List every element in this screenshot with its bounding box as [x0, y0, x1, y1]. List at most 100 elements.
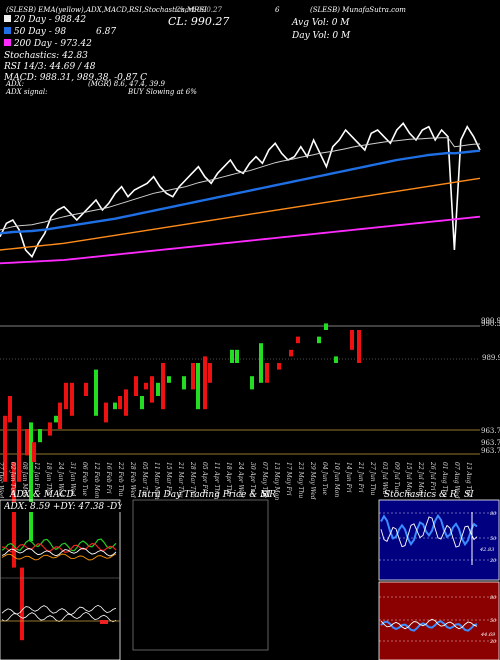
rsi-level-20: 20 — [489, 639, 497, 645]
x-axis-dates: 27 Dec Wed 02 Jan Tue 08 Jan Mon 12 Jan Fri… — [0, 462, 500, 500]
x-tick-label: 29 May Wed — [309, 462, 316, 500]
candle-6 — [29, 422, 33, 542]
stoch-tag: 42.83 — [479, 547, 494, 553]
price-label-low3: 963.75 — [481, 447, 500, 455]
rsi-level-50: 50 — [490, 618, 497, 624]
series-close — [0, 122, 481, 259]
adx-green-line — [1, 538, 117, 552]
candle-18 — [118, 396, 122, 410]
candle-11 — [58, 402, 62, 429]
candle-44 — [357, 330, 361, 363]
candle-43 — [350, 330, 354, 350]
macd-stat: MACD: 988.31, 989.38, -0.87 C — [4, 73, 147, 83]
stoch-blue-line — [380, 513, 478, 547]
x-tick-label: 26 Jul Fri — [429, 462, 436, 491]
candle-9 — [48, 422, 52, 436]
price-layer — [0, 122, 481, 265]
candle-27 — [182, 376, 186, 390]
rsi-white-line — [380, 618, 478, 630]
ema20-label: 20 Day - 988.42 — [13, 15, 87, 25]
x-tick-label: 12 Feb Mon — [93, 462, 100, 499]
candle-20 — [134, 376, 138, 396]
stoch-level-80: 80 — [490, 511, 497, 517]
adx-panel-title: ADX & MACD — [10, 490, 74, 500]
adx-panel-frame — [0, 499, 121, 660]
adx-label: ADX: — [6, 80, 25, 88]
candle-32 — [230, 349, 234, 363]
candle-36 — [265, 363, 269, 383]
header-title-part3: 6 — [275, 6, 280, 14]
x-tick-label: 04 Jun Tue — [321, 462, 328, 495]
x-tick-label: 12 Jan Fri — [33, 462, 40, 493]
x-tick-label: 27 Jun Thu — [369, 462, 376, 496]
x-tick-label: 22 Feb Thu — [117, 462, 124, 497]
ema50-swatch — [4, 27, 11, 34]
ema20-legend: 20 Day - 988.42 — [4, 15, 86, 25]
candle-4 — [20, 567, 24, 641]
panel-layer: 80 50 20 80 50 20 42.83 44.69 — [0, 499, 500, 660]
rsi-level-80: 80 — [490, 595, 497, 601]
candle-30 — [203, 356, 207, 410]
series-ema-200 — [0, 215, 481, 265]
candle-layer — [0, 323, 480, 641]
candle-10 — [54, 415, 58, 423]
x-tick-label: 23 May Thu — [297, 462, 304, 499]
chart-close-label: Chart 990.27 — [175, 6, 222, 14]
candle-24 — [156, 382, 160, 396]
x-tick-label: 05 Apr Fri — [201, 462, 208, 494]
price-label-low1: 963.75 — [481, 427, 500, 435]
candle-40 — [317, 336, 321, 344]
series-ema-50 — [0, 149, 481, 235]
macd-hist-bar — [100, 620, 108, 624]
header-title-part1: (SLESB) EMA(yellow),ADX,MACD,RSI,Stochas… — [6, 6, 207, 14]
ema200-label: 200 Day - 973.42 — [13, 39, 92, 49]
candle-33 — [235, 349, 239, 363]
x-tick-label: 14 Jun Fri — [345, 462, 352, 493]
stoch-panel-title: Stochastics & R — [384, 490, 457, 500]
candle-29 — [196, 363, 200, 410]
stoch-level-20: 20 — [489, 558, 497, 564]
series-ema-20 — [0, 137, 481, 231]
intra-panel-title: Intra Day Trading Price & MR — [138, 490, 277, 500]
candle-37 — [277, 363, 281, 370]
adx-panel-values: ADX: 8.59 +DY: 47.38 -DY: 39.88 — [4, 502, 122, 512]
adx-orange-line — [1, 553, 117, 561]
rsi-blue-line — [380, 620, 478, 632]
candle-0 — [3, 415, 7, 482]
stoch-white-line — [380, 516, 478, 548]
ema200-legend: 200 Day - 973.42 — [4, 39, 92, 49]
day-volume: Day Vol: 0 M — [292, 31, 351, 41]
buy-signal: BUY Slowing at 6% — [128, 88, 197, 96]
stoch-panel-si: SI — [464, 490, 474, 500]
x-tick-label: 28 Feb Wed — [129, 462, 136, 498]
header-title-part2: Chart 990.27 — [175, 6, 222, 14]
adx-red-line — [1, 542, 117, 554]
candle-12 — [64, 382, 68, 410]
candle-28 — [191, 363, 195, 390]
stoch-level-50: 50 — [490, 536, 497, 542]
price-label-top1: 990.90 — [481, 317, 500, 325]
stoch-panel-bg — [378, 499, 500, 581]
candle-14 — [84, 382, 88, 396]
intraday-panel-frame — [132, 499, 269, 651]
x-tick-label: 21 Jun Fri — [357, 462, 364, 493]
candle-5 — [25, 429, 29, 456]
candle-1 — [8, 396, 12, 423]
candle-13 — [70, 382, 74, 416]
candle-7 — [32, 442, 36, 462]
x-tick-label: 09 Jul Tue — [393, 462, 400, 494]
adx-white-line — [1, 547, 117, 557]
candle-19 — [124, 389, 128, 416]
candle-42 — [334, 356, 338, 363]
avg-volume: Avg Vol: 0 M — [292, 18, 350, 28]
candle-41 — [324, 323, 328, 330]
candle-35 — [259, 343, 263, 383]
ema50-label: 50 Day - 98 — [13, 27, 67, 37]
candle-21 — [140, 396, 144, 410]
adx-signal-label: ADX signal: — [6, 88, 48, 96]
candle-16 — [104, 402, 108, 423]
candle-25 — [161, 363, 165, 410]
close-price: CL: 990.27 — [168, 15, 230, 28]
x-tick-label: 16 Feb Fri — [105, 462, 112, 494]
